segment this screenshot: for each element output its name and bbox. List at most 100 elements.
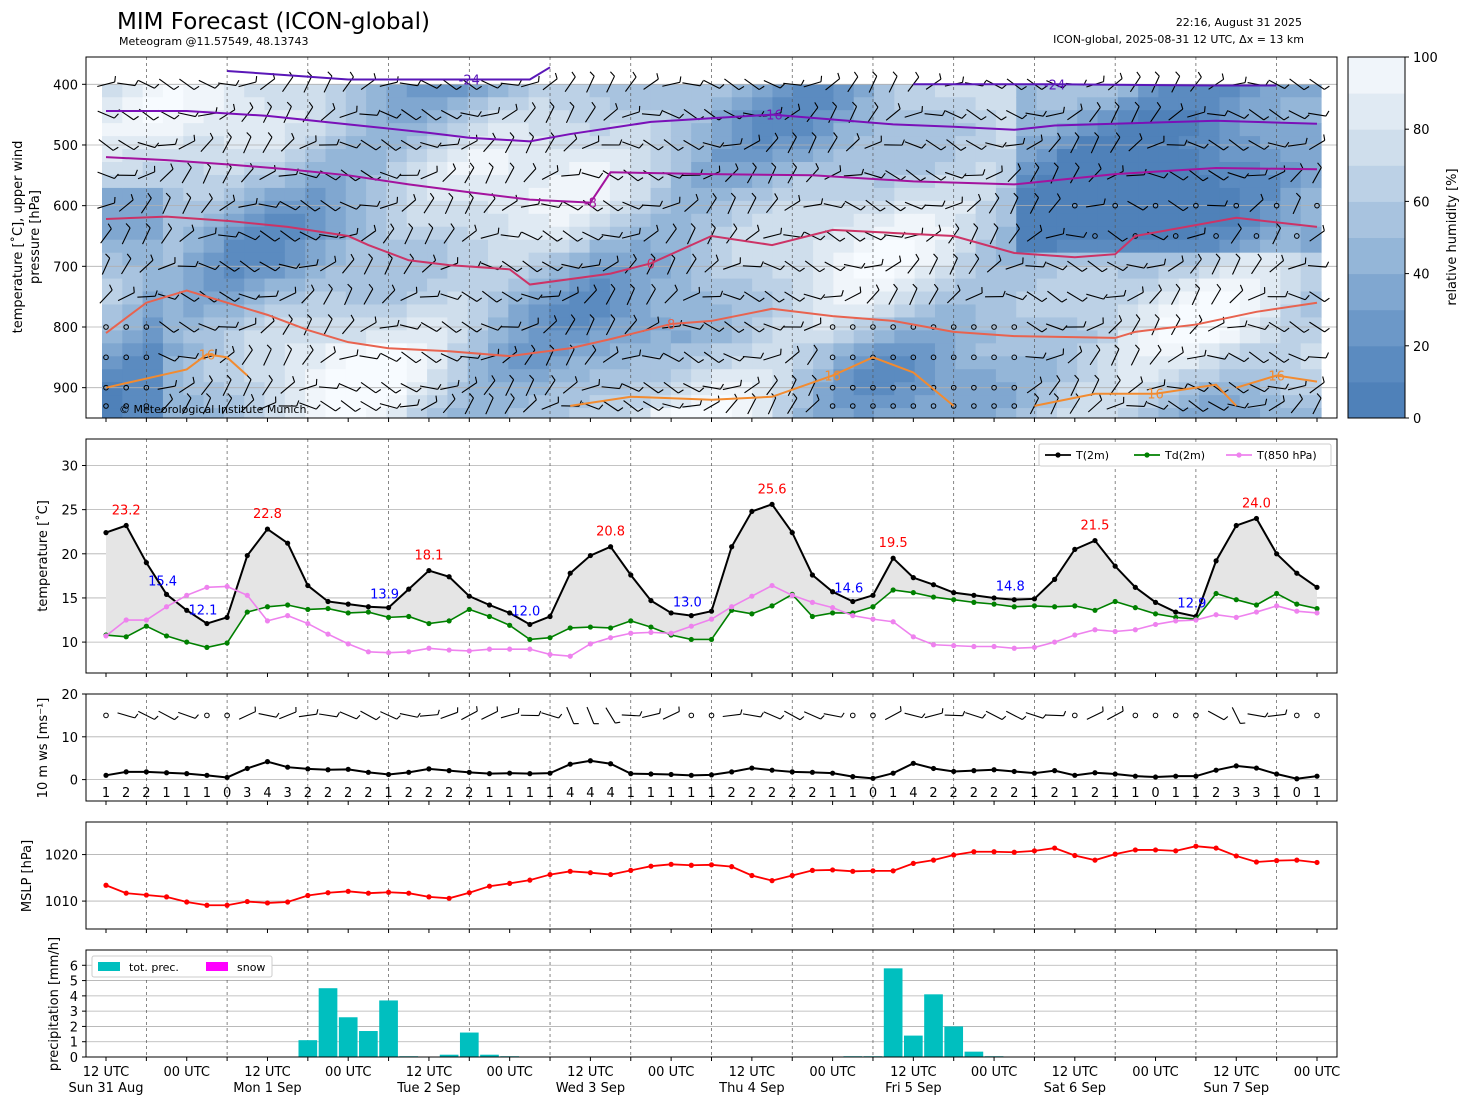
wind-barb (684, 199, 699, 212)
humidity-cell (284, 278, 306, 293)
humidity-cell (345, 84, 367, 98)
humidity-cell (853, 226, 875, 241)
wind-barb-flag (510, 393, 515, 399)
wind-barb (1048, 137, 1061, 153)
humidity-cell (305, 356, 327, 370)
wind-barb-flag (982, 713, 987, 719)
humidity-cell (244, 239, 266, 254)
humidity-cell (223, 226, 245, 241)
humidity-cell (1036, 200, 1058, 215)
wind-barb-flag (760, 712, 764, 718)
wind-barb (177, 112, 196, 118)
humidity-cell (102, 213, 123, 228)
humidity-cell (325, 84, 347, 98)
humidity-cell (122, 369, 144, 383)
wind-barb (117, 82, 136, 87)
humidity-cell (691, 330, 713, 344)
wind-barb (1067, 260, 1083, 272)
humidity-cell (1199, 200, 1221, 215)
series-point-2 (890, 619, 896, 625)
humidity-cell (874, 291, 895, 306)
humidity-cell (711, 330, 733, 344)
wind-barb (1231, 707, 1241, 724)
humidity-cell (508, 84, 530, 98)
humidity-cell (833, 265, 855, 280)
wind-barb (1149, 289, 1162, 304)
wind-barb (178, 140, 195, 150)
wind-barb-flag (939, 73, 942, 80)
calm-marker (143, 403, 150, 409)
calm-marker (890, 384, 896, 391)
humidity-cell (366, 187, 388, 202)
humidity-cell (325, 239, 347, 254)
humidity-cell (447, 343, 469, 357)
wind-barb-flag (759, 297, 765, 302)
wind-barb-flag (1041, 297, 1048, 303)
humidity-cell (1219, 84, 1241, 98)
wind-barb-flag (616, 346, 619, 353)
min-label: 13.0 (673, 596, 702, 611)
wind-barb-flag (733, 223, 738, 229)
wind-barb-flag (1175, 71, 1181, 77)
series-point-2 (1173, 618, 1179, 624)
wind-barb (1127, 291, 1144, 302)
wind-speed-label: 2 (304, 786, 312, 801)
series-point-2 (648, 629, 654, 635)
wind-barb (1307, 356, 1327, 359)
humidity-cell (752, 369, 774, 383)
humidity-cell (366, 291, 388, 306)
wind-barb-flag (395, 146, 402, 151)
wind-barb (238, 711, 256, 720)
copyright-text: © Meteorological Institute Munich (119, 403, 306, 416)
humidity-cell (264, 136, 286, 150)
humidity-cell (711, 356, 733, 370)
series-point-2 (184, 592, 190, 598)
humidity-cell (650, 278, 672, 293)
humidity-cell (183, 239, 205, 254)
mslp-point (224, 902, 230, 908)
wind-barb (662, 110, 680, 119)
wind-barb (241, 349, 253, 366)
wind-barb-flag (574, 376, 578, 383)
wind-barb-flag (941, 708, 944, 714)
humidity-cell (995, 291, 1017, 306)
humidity-cell (244, 110, 266, 124)
wind-speed-point (1193, 773, 1199, 779)
humidity-cell (488, 149, 509, 163)
wind-speed-label: 2 (970, 786, 978, 801)
wind-barb (965, 292, 983, 301)
humidity-cell (223, 187, 245, 202)
wind-barb (767, 397, 777, 415)
humidity-cell (447, 149, 469, 163)
humidity-cell (528, 226, 550, 241)
humidity-cell (366, 162, 388, 176)
series-point-1 (688, 636, 694, 643)
humidity-cell (955, 84, 977, 98)
humidity-cell (874, 226, 895, 241)
wind-barb (682, 82, 701, 87)
wind-barb (97, 202, 115, 209)
wind-speed-point (103, 772, 109, 778)
humidity-cell (650, 136, 672, 150)
wind-barb-flag (861, 168, 865, 175)
humidity-cell (569, 278, 591, 293)
humidity-cell (223, 408, 245, 418)
wind-barb-flag (518, 79, 522, 86)
wind-barb (262, 379, 273, 396)
wind-barb-flag (616, 255, 619, 262)
series-point-2 (1233, 614, 1239, 620)
wind-barb (1309, 381, 1325, 394)
humidity-cell (406, 136, 428, 150)
wind-barb (988, 197, 1000, 214)
wind-barb (1207, 710, 1225, 721)
mslp-point (305, 892, 311, 899)
humidity-cell (203, 123, 225, 137)
wind-barb (138, 79, 155, 89)
humidity-cell (731, 213, 753, 228)
wind-barb-flag (518, 321, 522, 328)
humidity-cell (1077, 369, 1099, 383)
humidity-cell (1219, 123, 1241, 137)
humidity-cell (345, 317, 367, 331)
wind-barb (140, 197, 152, 214)
wind-barb-flag (678, 113, 685, 119)
